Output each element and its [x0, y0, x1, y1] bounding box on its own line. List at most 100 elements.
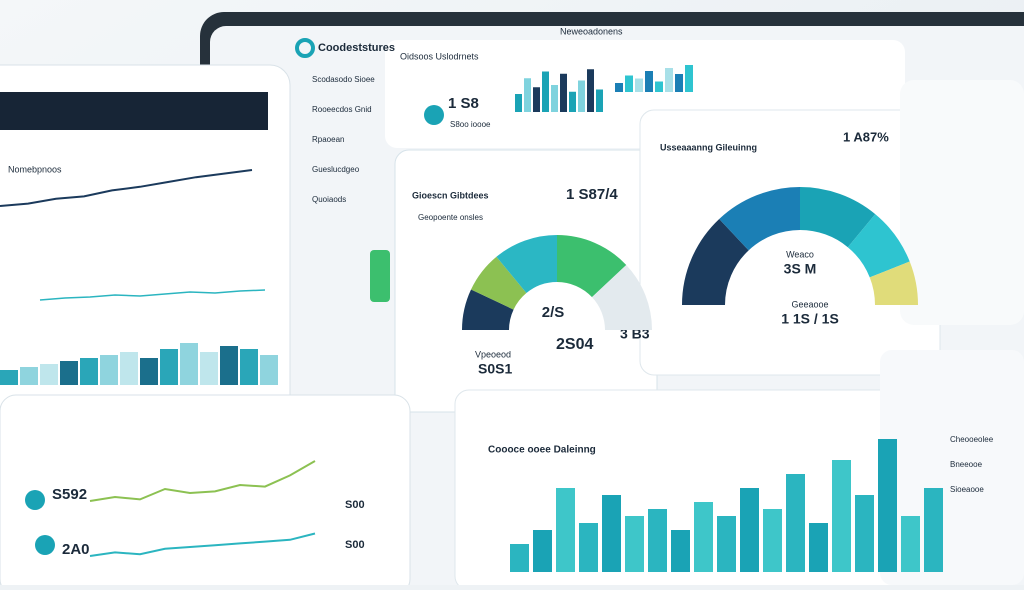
bar — [533, 87, 540, 112]
donut-title: Usseaaanng Gileuinng — [660, 142, 757, 152]
bar — [140, 358, 158, 385]
bar — [740, 488, 759, 572]
bar — [717, 516, 736, 572]
bar — [40, 364, 58, 385]
bar — [625, 516, 644, 572]
gauge-title: Gioescn Gibtdees — [412, 190, 489, 200]
kpi-label: S8oo ioooe — [450, 120, 491, 129]
bar-title: Coooce ooee Daleinng — [488, 445, 596, 456]
bar — [602, 495, 621, 572]
right-panel — [900, 80, 1024, 325]
gauge-center: 2/S — [542, 304, 565, 321]
bar — [645, 71, 653, 92]
gauge-left-label: Vpeoeod — [475, 349, 511, 359]
bar — [260, 355, 278, 385]
line-value: 2A0 — [62, 541, 90, 558]
bar — [615, 83, 623, 92]
bar — [515, 94, 522, 112]
bar — [694, 502, 713, 572]
subtitle: Oidsoos Uslodrnets — [400, 51, 479, 61]
side-value: S00 — [345, 539, 365, 551]
gauge-subtitle: Geopoente onsles — [418, 213, 483, 222]
bar — [560, 73, 567, 112]
right-label: Sioeaooe — [950, 485, 984, 494]
gauge-segment — [557, 235, 627, 298]
right-label: Cheooeolee — [950, 435, 994, 444]
line — [89, 460, 316, 502]
line-dot — [35, 535, 55, 555]
gauge-kpi: 1 S87/4 — [566, 186, 618, 203]
bar — [100, 355, 118, 385]
bar — [671, 530, 690, 572]
bar — [878, 439, 897, 572]
sidebar-item: Rpaoean — [312, 135, 344, 144]
bar — [240, 349, 258, 385]
gauge-segment — [847, 214, 910, 278]
bar — [625, 75, 633, 92]
bar — [220, 346, 238, 385]
logo — [295, 38, 315, 58]
brand: Coodeststures — [318, 42, 395, 54]
sidebar-item: Gueslucdgeo — [312, 165, 360, 174]
bar — [0, 370, 18, 385]
donut-center-label: Weaco — [786, 249, 814, 259]
tablet-header — [0, 92, 268, 130]
heading: Neweoadonens — [560, 26, 623, 36]
bar — [596, 89, 603, 112]
tablet-title: Nomebpnoos — [8, 164, 62, 174]
kpi-dot — [424, 105, 444, 125]
bar — [510, 544, 529, 572]
bar — [180, 343, 198, 385]
bar — [524, 78, 531, 112]
bar — [160, 349, 178, 385]
donut-kpi: 1 A87% — [843, 129, 889, 144]
bar — [855, 495, 874, 572]
sidebar-item: Rooeecdos Gnid — [312, 105, 372, 114]
gauge-left-value: S0S1 — [478, 361, 512, 377]
donut-center-value: 3S M — [784, 261, 817, 277]
bar — [675, 74, 683, 92]
line — [0, 169, 253, 207]
bar — [648, 509, 667, 572]
bar — [924, 488, 943, 572]
gauge-mid-value: 2S04 — [556, 336, 593, 353]
bar — [901, 516, 920, 572]
gauge-segment — [800, 187, 876, 248]
bar — [569, 91, 576, 112]
side-value: S00 — [345, 499, 365, 511]
bar — [542, 71, 549, 112]
donut-bottom-label: Geeaooe — [791, 299, 828, 309]
line-value: S592 — [52, 486, 87, 503]
bar — [786, 474, 805, 572]
gauge-segment — [471, 256, 527, 310]
donut-bottom-value: 1 1S / 1S — [781, 311, 839, 327]
gauge-segment — [591, 264, 652, 330]
line-dot — [25, 490, 45, 510]
bar — [763, 509, 782, 572]
gauge-segment — [462, 289, 514, 330]
bar — [655, 81, 663, 92]
line — [39, 289, 266, 301]
bar — [587, 69, 594, 112]
bar — [551, 85, 558, 112]
sidebar-item: Quoiaods — [312, 195, 346, 204]
sidebar-item: Scodasodo Sioee — [312, 75, 375, 84]
bar — [556, 488, 575, 572]
right-label: Bneeooe — [950, 460, 983, 469]
kpi: 1 S8 — [448, 95, 479, 112]
gauge-segment — [719, 187, 800, 251]
bar — [533, 530, 552, 572]
gauge-segment — [496, 235, 557, 294]
bar — [635, 78, 643, 92]
bar — [60, 361, 78, 385]
bar — [200, 352, 218, 385]
bar — [685, 65, 693, 92]
gauge-segment — [682, 218, 749, 305]
bar — [80, 358, 98, 385]
line — [89, 532, 316, 557]
bar — [579, 523, 598, 572]
bar — [120, 352, 138, 385]
bar — [20, 367, 38, 385]
